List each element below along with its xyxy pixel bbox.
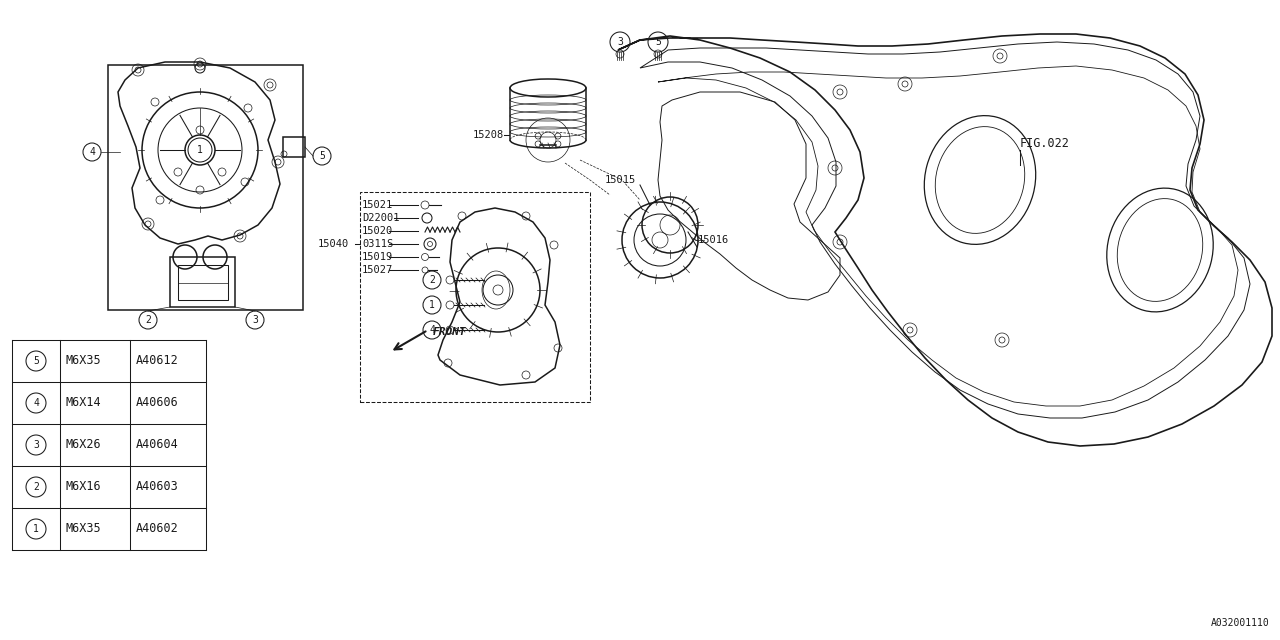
- Text: 15015: 15015: [605, 175, 636, 185]
- Bar: [283, 137, 305, 157]
- Text: 15021: 15021: [362, 200, 393, 210]
- Text: 4: 4: [33, 398, 38, 408]
- Text: 1: 1: [197, 145, 204, 155]
- Text: M6X35: M6X35: [67, 522, 101, 536]
- Text: 15020: 15020: [362, 226, 393, 236]
- Text: 15027: 15027: [362, 265, 393, 275]
- Text: 1: 1: [429, 300, 435, 310]
- Text: D22001: D22001: [362, 213, 399, 223]
- Text: 15019: 15019: [362, 252, 393, 262]
- Text: 4: 4: [90, 147, 95, 157]
- Bar: [108, 65, 303, 310]
- Text: 5: 5: [655, 37, 660, 47]
- Text: 5: 5: [319, 151, 325, 161]
- Text: M6X16: M6X16: [67, 481, 101, 493]
- Text: A40604: A40604: [136, 438, 179, 451]
- Text: M6X35: M6X35: [67, 355, 101, 367]
- Text: 4: 4: [429, 325, 435, 335]
- Text: FIG.022: FIG.022: [1020, 137, 1070, 150]
- Text: 15040: 15040: [317, 239, 349, 249]
- Text: 3: 3: [33, 440, 38, 450]
- Text: 15016: 15016: [698, 235, 730, 245]
- Bar: [360, 192, 590, 402]
- Text: 3: 3: [617, 37, 623, 47]
- Text: 1: 1: [33, 524, 38, 534]
- Text: 15208: 15208: [474, 130, 504, 140]
- Text: A40612: A40612: [136, 355, 179, 367]
- Text: 2: 2: [33, 482, 38, 492]
- Text: A40602: A40602: [136, 522, 179, 536]
- Text: M6X26: M6X26: [67, 438, 101, 451]
- Bar: [170, 257, 236, 307]
- Text: A40603: A40603: [136, 481, 179, 493]
- Text: FRONT: FRONT: [433, 327, 467, 337]
- Text: 0311S: 0311S: [362, 239, 393, 249]
- Text: A032001110: A032001110: [1211, 618, 1270, 628]
- Text: 3: 3: [252, 315, 259, 325]
- Text: M6X14: M6X14: [67, 397, 101, 410]
- Text: 2: 2: [145, 315, 151, 325]
- Bar: [178, 265, 228, 300]
- Text: A40606: A40606: [136, 397, 179, 410]
- Text: 2: 2: [429, 275, 435, 285]
- Text: 5: 5: [33, 356, 38, 366]
